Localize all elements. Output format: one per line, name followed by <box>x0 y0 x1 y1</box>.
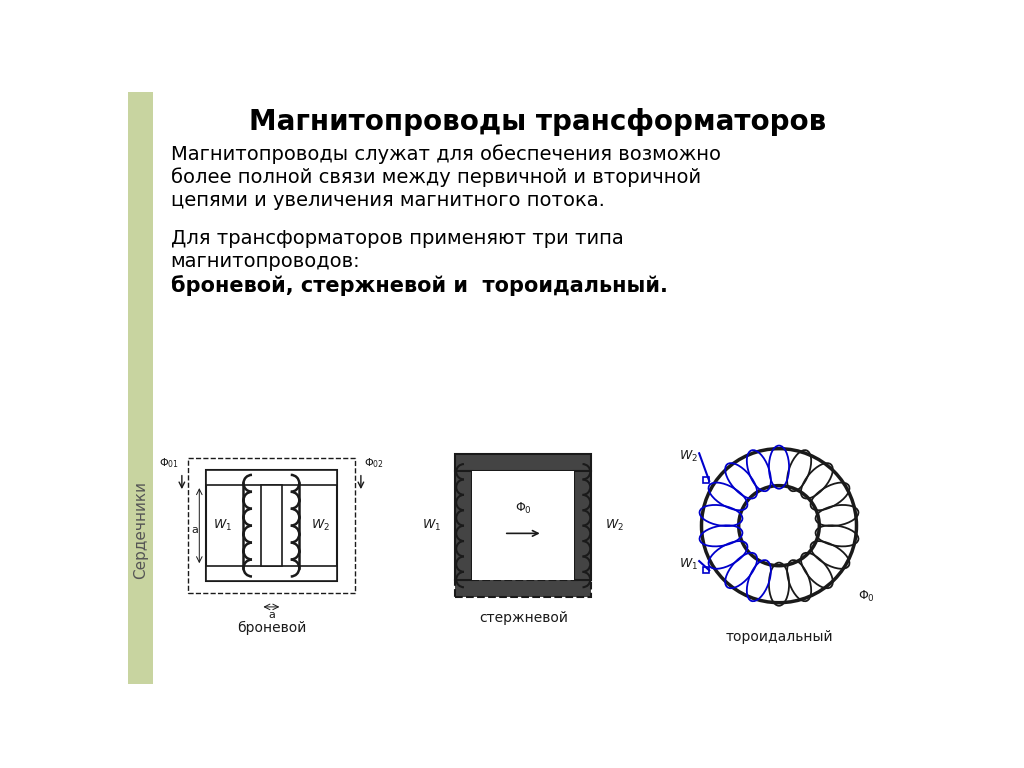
Bar <box>456 455 591 472</box>
Bar <box>206 470 337 485</box>
Text: броневой, стержневой и  тороидальный.: броневой, стержневой и тороидальный. <box>171 276 668 296</box>
Text: броневой: броневой <box>237 621 306 635</box>
Text: Для трансформаторов применяют три типа: Для трансформаторов применяют три типа <box>171 229 624 248</box>
Bar <box>456 580 591 597</box>
Text: $W_2$: $W_2$ <box>605 518 624 533</box>
Text: Магнитопроводы трансформаторов: Магнитопроводы трансформаторов <box>249 108 825 136</box>
Bar <box>260 485 283 566</box>
Bar <box>188 458 354 593</box>
Bar <box>703 477 710 483</box>
Bar <box>574 472 591 580</box>
Text: $W_1$: $W_1$ <box>679 557 697 571</box>
Text: стержневой: стержневой <box>479 611 567 624</box>
Bar <box>206 470 337 581</box>
Text: $\Phi_{01}$: $\Phi_{01}$ <box>159 457 179 471</box>
Text: $\Phi_0$: $\Phi_0$ <box>858 589 876 604</box>
Text: $W_2$: $W_2$ <box>679 449 697 464</box>
Bar <box>456 472 472 580</box>
Text: $W_1$: $W_1$ <box>422 518 441 533</box>
Bar <box>206 566 337 581</box>
Bar <box>703 568 710 574</box>
Text: $W_1$: $W_1$ <box>213 518 231 533</box>
Text: $\Phi_0$: $\Phi_0$ <box>515 502 531 516</box>
Text: $\Phi_{02}$: $\Phi_{02}$ <box>364 457 384 471</box>
Text: Магнитопроводы служат для обеспечения возможно: Магнитопроводы служат для обеспечения во… <box>171 144 721 164</box>
Text: a: a <box>268 610 274 620</box>
Text: тороидальный: тороидальный <box>725 630 833 644</box>
Text: $W_2$: $W_2$ <box>311 518 330 533</box>
Text: более полной связи между первичной и вторичной: более полной связи между первичной и вто… <box>171 167 700 187</box>
Text: магнитопроводов:: магнитопроводов: <box>171 253 360 271</box>
Bar <box>128 92 153 684</box>
Text: цепями и увеличения магнитного потока.: цепями и увеличения магнитного потока. <box>171 190 604 210</box>
Bar <box>472 472 574 580</box>
Text: Сердечники: Сердечники <box>133 481 147 578</box>
Text: a: a <box>191 525 198 535</box>
